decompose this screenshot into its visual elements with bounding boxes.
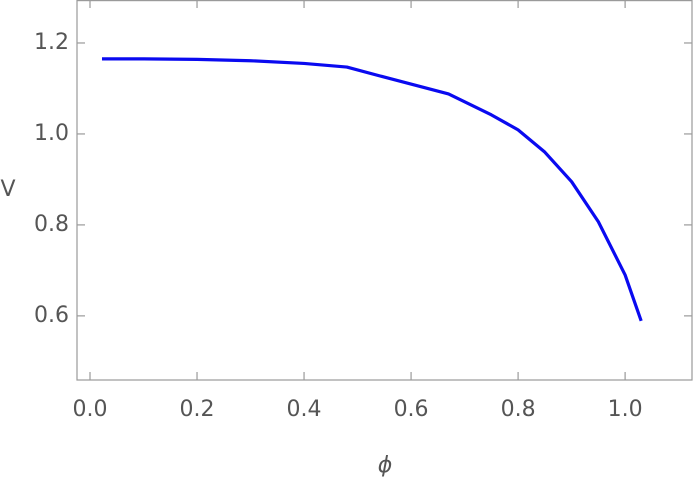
x-tick-label: 0.0	[73, 397, 108, 422]
y-tick-label: 1.0	[34, 121, 69, 146]
x-tick-label: 0.8	[501, 397, 536, 422]
y-tick-label: 1.2	[34, 30, 69, 55]
x-tick-label: 0.6	[394, 397, 429, 422]
x-tick-label: 1.0	[608, 397, 643, 422]
x-tick-label: 0.2	[180, 397, 215, 422]
line	[101, 57, 643, 322]
x-tick-label: 0.4	[287, 397, 322, 422]
y-axis-label: V	[0, 177, 15, 202]
y-tick-label: 0.8	[34, 212, 69, 237]
y-tick-label: 0.6	[34, 303, 69, 328]
plot-frame	[76, 0, 693, 381]
x-axis-label: ϕ	[378, 453, 393, 478]
